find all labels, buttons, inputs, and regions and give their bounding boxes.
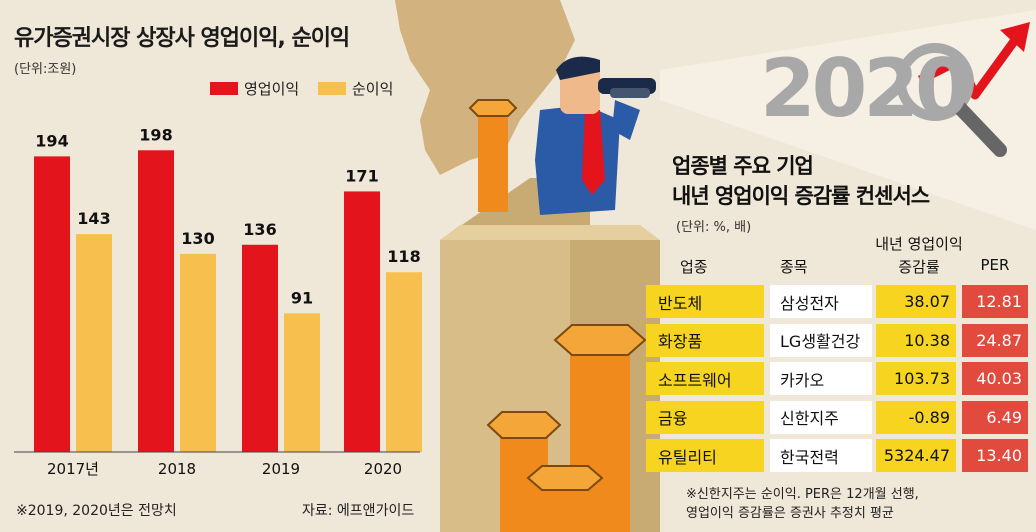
table-title-line1: 업종별 주요 기업 bbox=[672, 154, 814, 178]
bar-net-profit bbox=[284, 313, 320, 452]
table-cell-industry: 소프트웨어 bbox=[646, 362, 764, 395]
table-cell-company: LG생활건강 bbox=[770, 323, 872, 357]
bar-operating-profit bbox=[138, 150, 174, 453]
magnifier-icon bbox=[896, 43, 1007, 157]
table-cell-industry: 화장품 bbox=[646, 323, 764, 357]
table-cell-company: 한국전력 bbox=[770, 439, 872, 472]
header-industry: 업종 bbox=[680, 258, 708, 276]
chart-footnote: ※2019, 2020년은 전망치 bbox=[16, 503, 177, 519]
legend-label: 순이익 bbox=[352, 80, 394, 98]
bar-operating-profit bbox=[344, 191, 380, 452]
chart-unit: (단위:조원) bbox=[14, 62, 77, 77]
header-company: 종목 bbox=[780, 258, 808, 276]
x-tick-label: 2019 bbox=[262, 460, 300, 478]
table-cell-growth: 38.07 bbox=[876, 285, 956, 318]
bar-chart: 194 143 2017년 198 130 2018 136 91 2019 171 118 2020 bbox=[14, 125, 422, 478]
table-cell-per: 13.40 bbox=[962, 439, 1028, 472]
table-cell-growth: 103.73 bbox=[876, 362, 956, 395]
x-tick-label: 2020 bbox=[364, 460, 402, 478]
bar-value-label: 194 bbox=[35, 131, 68, 150]
table-cell-company: 신한지주 bbox=[770, 400, 872, 434]
x-tick-label: 2017년 bbox=[47, 460, 99, 478]
legend-label: 영업이익 bbox=[244, 80, 300, 98]
bar-value-label: 91 bbox=[291, 288, 313, 307]
table-cell-growth: 10.38 bbox=[876, 323, 956, 357]
header-per: PER bbox=[980, 256, 1010, 274]
table-cell-industry: 반도체 bbox=[646, 285, 764, 318]
header-growth-line1: 내년 영업이익 bbox=[875, 235, 963, 253]
table-title-line2: 내년 영업이익 증감률 컨센서스 bbox=[672, 184, 930, 208]
bar-value-label: 171 bbox=[345, 166, 378, 185]
table-cell-company: 카카오 bbox=[770, 362, 872, 395]
korea-map-icon bbox=[395, 0, 575, 175]
bar-value-label: 136 bbox=[243, 220, 276, 239]
bar-net-profit bbox=[180, 253, 216, 452]
table-note-line1: ※신한지주는 순이익. PER은 12개월 선행, bbox=[686, 487, 919, 502]
legend-item-net-profit: 순이익 bbox=[318, 78, 393, 99]
table-cell-industry: 금융 bbox=[646, 400, 764, 434]
bar-operating-profit bbox=[34, 156, 70, 452]
bar-value-label: 143 bbox=[77, 209, 110, 228]
table-cell-growth: 5324.47 bbox=[876, 439, 956, 472]
table-note-line2: 영업이익 증감률은 증권사 추정치 평균 bbox=[686, 506, 894, 521]
table-cell-company: 삼성전자 bbox=[770, 285, 872, 318]
table-cell-growth: -0.89 bbox=[876, 400, 956, 434]
header-growth-line2: 증감률 bbox=[898, 258, 940, 276]
bar-value-label: 118 bbox=[387, 247, 420, 266]
legend-swatch bbox=[318, 82, 346, 95]
table-cell-per: 12.81 bbox=[962, 285, 1028, 318]
legend-item-operating-profit: 영업이익 bbox=[210, 78, 299, 99]
legend-swatch bbox=[210, 82, 238, 95]
x-tick-label: 2018 bbox=[158, 460, 196, 478]
binoculars-man-icon bbox=[535, 56, 656, 215]
table-cell-per: 24.87 bbox=[962, 323, 1028, 357]
chimney-icon bbox=[468, 99, 647, 532]
table-cell-per: 6.49 bbox=[962, 400, 1028, 434]
table-cell-industry: 유틸리티 bbox=[646, 439, 764, 472]
table-cell-per: 40.03 bbox=[962, 362, 1028, 395]
bar-net-profit bbox=[386, 272, 422, 452]
chart-title: 유가증권시장 상장사 영업이익, 순이익 bbox=[14, 26, 350, 51]
table-unit: (단위: %, 배) bbox=[676, 220, 752, 235]
year-2020-graphic: 2020 bbox=[760, 42, 971, 135]
bar-net-profit bbox=[76, 234, 112, 452]
chart-source: 자료: 에프앤가이드 bbox=[302, 503, 415, 519]
bar-operating-profit bbox=[242, 244, 278, 452]
bar-value-label: 130 bbox=[181, 229, 214, 248]
bar-value-label: 198 bbox=[139, 125, 172, 144]
